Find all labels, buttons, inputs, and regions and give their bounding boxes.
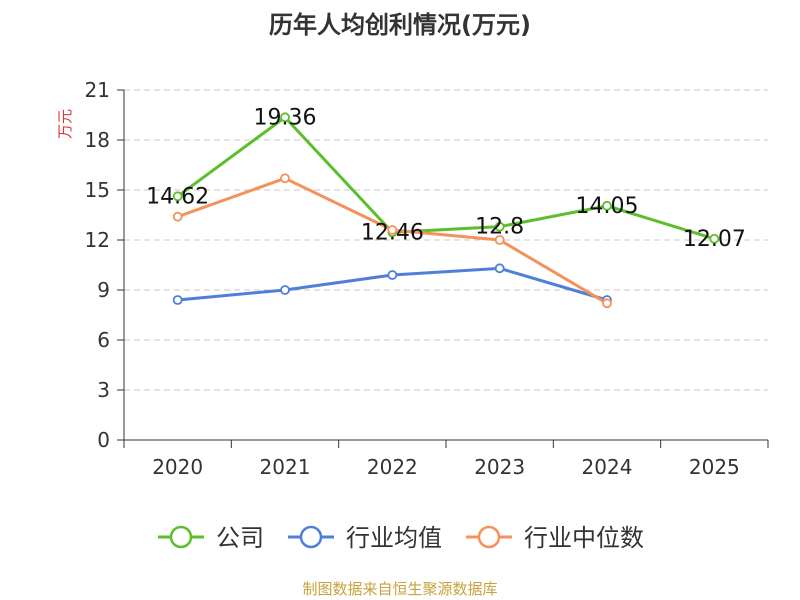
series-1-point-2021 — [280, 285, 290, 295]
y-tick-label-6: 6 — [97, 328, 110, 352]
series-2-point-2021 — [280, 173, 290, 184]
y-tick-label-18: 18 — [85, 128, 110, 152]
data-label-2024: 14.05 — [576, 194, 639, 219]
series-2-point-2022 — [387, 225, 398, 235]
x-tick-label-2021: 2021 — [260, 455, 311, 479]
x-tick-label-2023: 2023 — [474, 455, 525, 479]
series-0-point-2025 — [709, 233, 720, 244]
y-axis-label: 万元 — [56, 109, 74, 139]
data-label-2023: 12.8 — [475, 215, 524, 240]
legend-item-0[interactable]: 公司 — [158, 524, 264, 552]
legend-marker-2 — [477, 525, 501, 549]
x-tick-label-2022: 2022 — [367, 455, 418, 479]
series-1-point-2020 — [172, 295, 183, 305]
series-1-point-2023 — [494, 263, 505, 274]
legend-marker-1 — [299, 525, 323, 549]
legend-item-1[interactable]: 行业均值 — [288, 524, 442, 552]
legend-label-0: 公司 — [216, 524, 264, 552]
x-tick-label-2024: 2024 — [582, 455, 633, 479]
series-line-0 — [176, 115, 715, 241]
data-labels: 14.62 19.36 12.46 12.8 14.05 12.07 — [146, 105, 746, 252]
legend-label-2: 行业中位数 — [524, 524, 644, 552]
legend-item-2[interactable]: 行业中位数 — [466, 524, 644, 552]
series-0-point-2024 — [602, 200, 612, 211]
y-tick-label-3: 3 — [97, 378, 110, 402]
series-0-point-2021 — [280, 112, 290, 123]
series-2-point-2020 — [172, 211, 183, 222]
chart-title: 历年人均创利情况(万元) — [269, 11, 531, 39]
y-tick-label-0: 0 — [97, 428, 110, 452]
series-2-point-2023 — [494, 235, 505, 245]
legend-label-1: 行业均值 — [346, 524, 442, 552]
x-tick-label-2020: 2020 — [152, 455, 203, 479]
series-lines — [172, 112, 720, 309]
series-1-point-2022 — [387, 270, 398, 280]
y-tick-label-9: 9 — [97, 278, 110, 302]
y-tick-label-12: 12 — [85, 228, 110, 252]
series-0-point-2023 — [494, 221, 505, 232]
data-label-2021: 19.36 — [254, 105, 317, 130]
data-label-2025: 12.07 — [683, 227, 746, 252]
data-label-2020: 14.62 — [146, 184, 209, 209]
data-label-2022: 12.46 — [361, 220, 424, 245]
series-0-point-2020 — [172, 191, 183, 202]
axes: 0 3 6 9 12 15 18 21 2020 2021 2022 2023 2024 2025 — [85, 78, 769, 479]
y-tick-label-21: 21 — [85, 78, 110, 102]
y-tick-label-15: 15 — [85, 178, 110, 202]
x-tick-label-2025: 2025 — [689, 455, 740, 479]
legend-marker-0 — [169, 525, 193, 549]
series-2-point-2024 — [602, 298, 612, 309]
legend: 公司 行业均值 行业中位数 — [158, 524, 644, 552]
grid-lines — [124, 89, 768, 391]
source-note: 制图数据来自恒生聚源数据库 — [302, 580, 497, 598]
